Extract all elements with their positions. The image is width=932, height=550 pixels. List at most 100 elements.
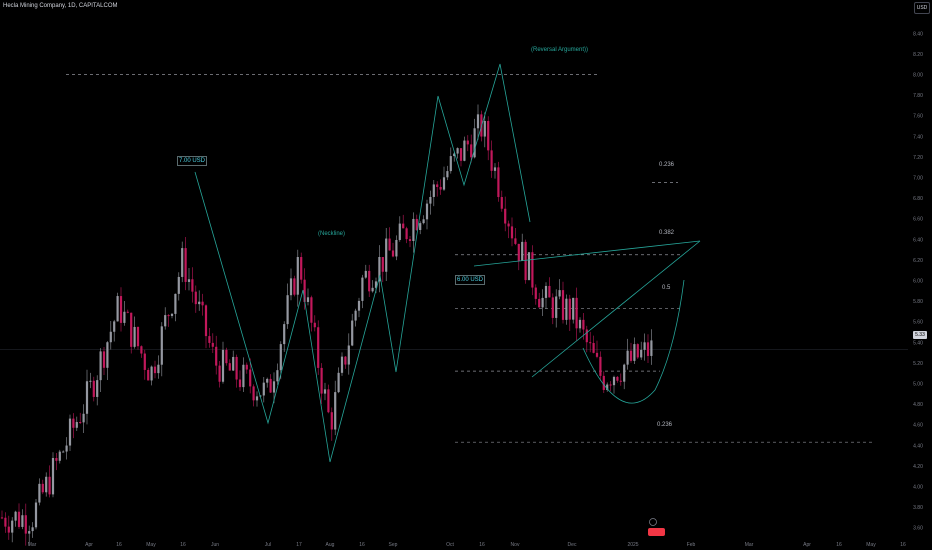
candle <box>24 503 27 546</box>
x-tick-label: 16 <box>359 542 365 548</box>
candle <box>31 522 34 538</box>
candle-body <box>113 321 116 332</box>
candle <box>357 297 361 318</box>
candle <box>313 315 316 332</box>
x-tick-label: Apr <box>85 542 93 548</box>
y-tick-label: 8.40 <box>913 31 923 37</box>
candle <box>140 345 143 358</box>
candle-body <box>266 378 269 383</box>
candle-body <box>130 312 133 347</box>
candle <box>113 319 116 342</box>
candle <box>225 347 228 366</box>
candle <box>167 314 170 327</box>
candle-body <box>544 285 548 298</box>
candle <box>412 212 415 253</box>
x-tick-label: Aug <box>326 542 335 548</box>
candle <box>514 227 517 246</box>
candle-body <box>92 380 95 397</box>
y-tick-label: 7.20 <box>913 155 923 161</box>
candle-body <box>446 171 449 178</box>
candle-body <box>136 326 140 347</box>
target-7-label[interactable]: 7.00 USD <box>177 156 208 166</box>
x-tick-label: Dec <box>568 542 577 548</box>
candle-body <box>381 257 384 272</box>
candle-body <box>439 186 442 190</box>
candle <box>160 322 163 377</box>
candle <box>534 284 537 305</box>
candle-body <box>629 350 633 361</box>
candle-body <box>34 502 38 528</box>
candle-body <box>55 458 58 461</box>
price-axis[interactable]: 3.60 3.80 4.00 4.20 4.40 4.60 4.80 5.00 5.20 5.40… <box>913 31 923 531</box>
candle-body <box>374 281 378 288</box>
candle-body <box>242 364 245 388</box>
candle <box>419 221 422 235</box>
candle <box>89 372 92 389</box>
candle-body <box>174 293 177 314</box>
candle <box>544 282 548 309</box>
candle-body <box>504 208 507 224</box>
x-tick-label: Mar <box>28 542 37 548</box>
earnings-icon[interactable] <box>648 528 665 536</box>
candle-body <box>442 177 446 190</box>
candle <box>123 301 126 326</box>
candle-body <box>612 376 616 386</box>
candle-body <box>470 144 473 158</box>
candle-body <box>398 223 401 240</box>
candle <box>28 525 31 546</box>
candle-body <box>283 324 286 345</box>
candle <box>116 292 119 322</box>
candle-body <box>514 238 517 244</box>
candle-body <box>194 291 197 305</box>
candle-body <box>510 226 514 239</box>
candle <box>245 362 248 374</box>
fib-0236-bottom-label: 0.236 <box>657 422 673 428</box>
candle <box>422 215 425 225</box>
candle <box>198 290 201 311</box>
candle-body <box>572 297 575 320</box>
currency-button[interactable]: USD <box>914 2 930 14</box>
candle <box>262 377 265 403</box>
candle <box>62 450 65 453</box>
candle-body <box>269 378 272 393</box>
dividend-icon[interactable] <box>649 518 657 526</box>
candle <box>623 363 626 390</box>
candle-body <box>79 422 82 424</box>
candle-body <box>286 295 289 325</box>
candle-body <box>340 356 344 373</box>
candle-body <box>565 298 568 320</box>
candle-body <box>538 298 541 308</box>
candle <box>286 283 289 329</box>
candle-body <box>187 279 191 282</box>
event-markers[interactable] <box>648 517 668 544</box>
candle <box>34 499 38 530</box>
candle <box>45 472 48 497</box>
candle <box>442 166 446 191</box>
candle-body <box>432 184 435 197</box>
target-6-label[interactable]: 6.00 USD <box>455 275 486 285</box>
candle <box>68 414 72 451</box>
candle <box>606 382 609 392</box>
neckline-label[interactable]: (Neckline) <box>318 231 346 237</box>
candle-body <box>102 351 106 368</box>
candle <box>194 285 197 313</box>
candle <box>415 214 418 232</box>
candle-body <box>262 382 265 396</box>
candle <box>109 320 112 350</box>
time-axis[interactable]: Mar Apr 16 May 16 Jun Jul 17 Aug 16 Sep Oct 16 Nov Dec… <box>28 542 906 548</box>
x-tick-label: Mar <box>745 542 754 548</box>
pattern-lines <box>194 63 701 463</box>
candle-body <box>238 379 242 388</box>
candle <box>633 337 636 364</box>
candle-body <box>487 120 490 151</box>
candle <box>592 335 595 354</box>
candle-body <box>143 353 146 370</box>
y-tick-label: 7.60 <box>913 114 923 120</box>
candle-body <box>623 364 626 382</box>
candle-body <box>385 238 388 272</box>
reversal-label[interactable]: (Reversal Argument)) <box>531 47 589 53</box>
candle-body <box>235 356 238 380</box>
candle-body <box>517 243 520 261</box>
candle-body <box>507 223 510 227</box>
